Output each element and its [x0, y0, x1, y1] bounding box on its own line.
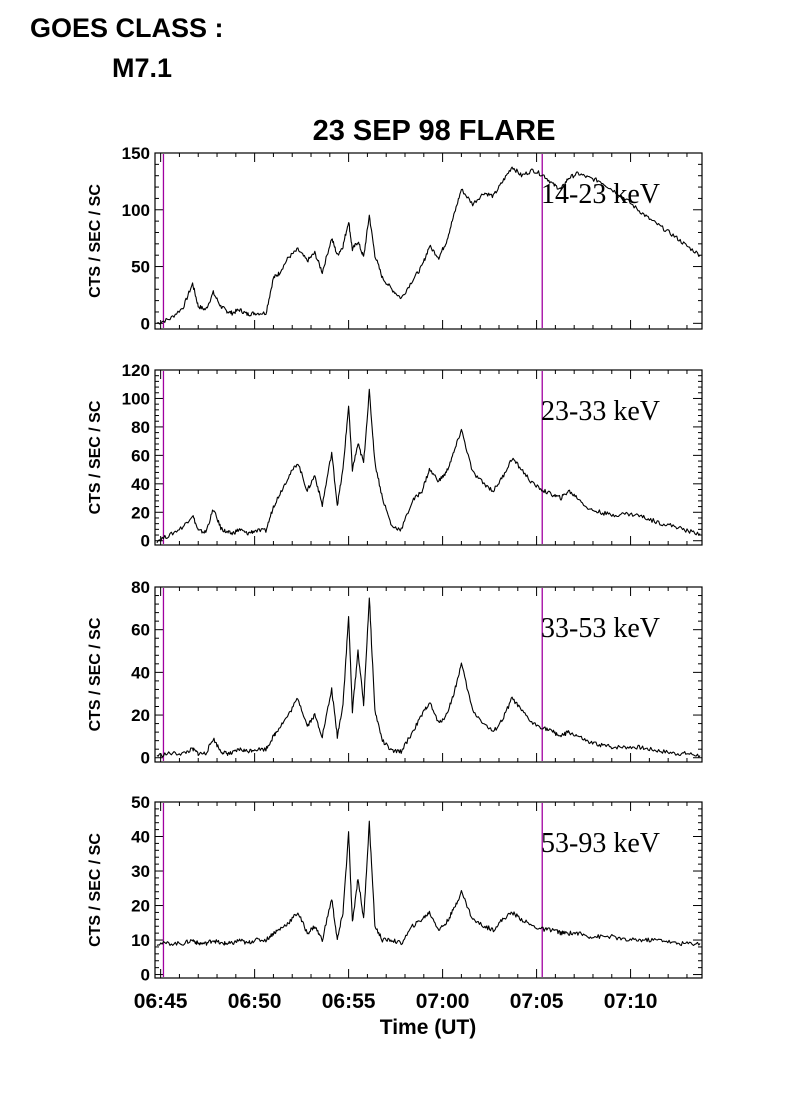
y-axis-label: CTS / SEC / SC — [87, 184, 104, 298]
y-tick-label: 0 — [141, 966, 150, 985]
x-tick-label: 07:05 — [510, 990, 564, 1013]
y-tick-label: 40 — [131, 663, 150, 682]
panel-1: 0 50 100 150 CTS / SEC / SC 14-23 keV — [87, 144, 703, 333]
goes-class-label: GOES CLASS : — [30, 13, 224, 43]
x-tick-label: 06:45 — [134, 990, 188, 1013]
y-tick-label: 120 — [122, 361, 150, 380]
y-tick-label: 0 — [141, 749, 150, 768]
band-label: 53-93 keV — [541, 828, 660, 859]
panel-4: 0 10 20 30 40 50 CTS / SEC / SC 53-93 keV — [87, 793, 703, 985]
band-label: 14-23 keV — [541, 179, 660, 210]
y-tick-label: 40 — [131, 828, 150, 847]
x-tick-label: 06:50 — [228, 990, 282, 1013]
y-axis-label: CTS / SEC / SC — [87, 617, 104, 731]
panel-frame — [154, 801, 703, 979]
band-label: 33-53 keV — [541, 613, 660, 644]
panel-3: 0 20 40 60 80 CTS / SEC / SC 33-53 keV — [87, 578, 703, 768]
panel-2: 0 20 40 60 80 100 120 CTS / SEC / SC 23-33 keV — [87, 361, 703, 551]
y-tick-label: 20 — [131, 503, 150, 522]
y-tick-label: 0 — [141, 314, 150, 333]
y-tick-label: 80 — [131, 578, 150, 597]
y-tick-label: 20 — [131, 897, 150, 916]
y-tick-label: 30 — [131, 862, 150, 881]
band-label: 23-33 keV — [541, 396, 660, 427]
y-tick-label: 50 — [131, 258, 150, 277]
series-line — [156, 166, 701, 325]
panel-frame — [154, 369, 703, 546]
x-axis-label: Time (UT) — [380, 1016, 476, 1039]
y-tick-label: 60 — [131, 446, 150, 465]
y-axis-label: CTS / SEC / SC — [87, 400, 104, 514]
panel-frame — [154, 586, 703, 763]
y-tick-label: 150 — [122, 144, 150, 163]
series-line — [156, 820, 701, 947]
goes-class-value: M7.1 — [112, 53, 172, 83]
panel-frame — [154, 152, 703, 330]
x-tick-label: 07:10 — [604, 990, 658, 1013]
y-tick-label: 10 — [131, 931, 150, 950]
y-tick-label: 80 — [131, 418, 150, 437]
y-tick-label: 50 — [131, 793, 150, 812]
y-axis-label: CTS / SEC / SC — [87, 833, 104, 947]
x-axis: 06:45 06:50 06:55 07:00 07:05 07:10 — [134, 990, 658, 1013]
y-tick-label: 100 — [122, 389, 150, 408]
y-tick-label: 20 — [131, 706, 150, 725]
y-tick-label: 40 — [131, 475, 150, 494]
x-tick-label: 06:55 — [322, 990, 376, 1013]
y-tick-label: 0 — [141, 532, 150, 551]
series-line — [156, 388, 701, 544]
x-tick-label: 07:00 — [416, 990, 470, 1013]
y-tick-label: 100 — [122, 201, 150, 220]
y-tick-label: 60 — [131, 621, 150, 640]
chart-title: 23 SEP 98 FLARE — [313, 115, 556, 147]
series-line — [156, 597, 701, 758]
